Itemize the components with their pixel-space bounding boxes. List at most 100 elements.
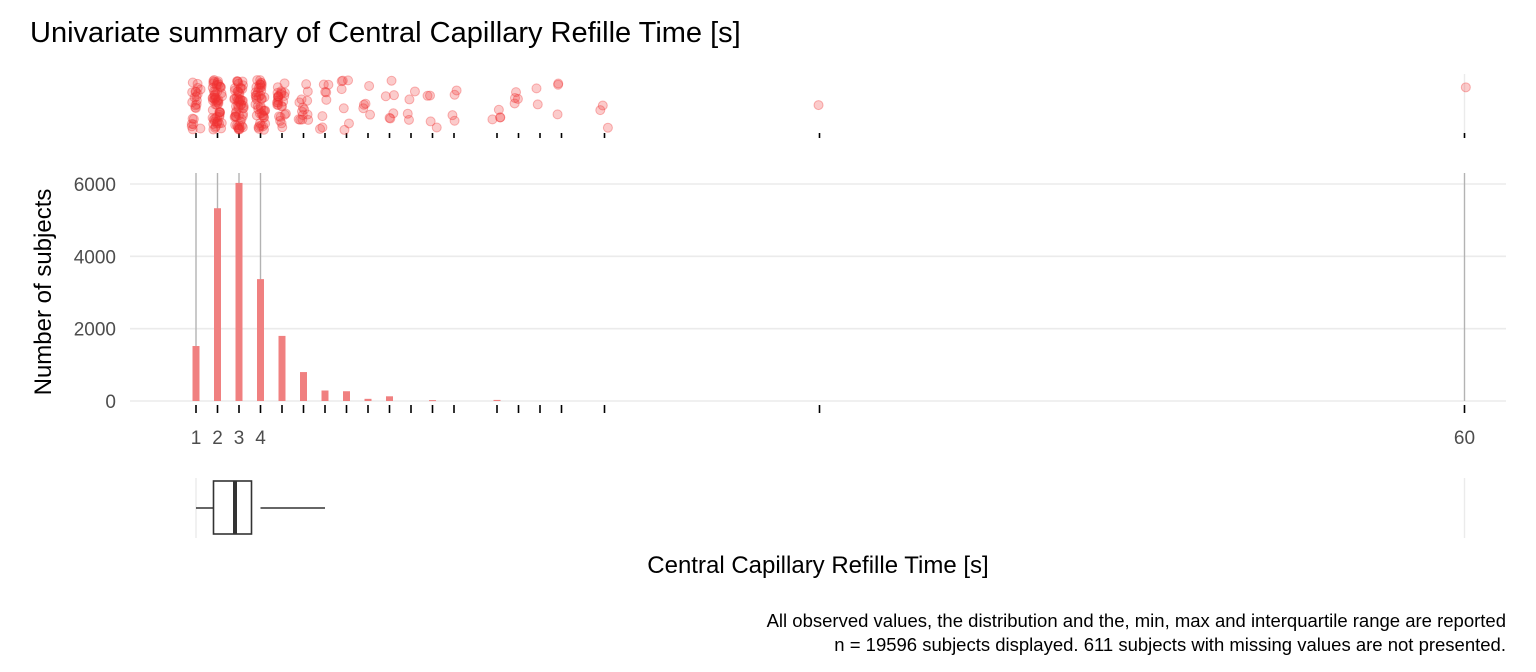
rug-point	[252, 87, 263, 98]
x-tick-label-3: 3	[234, 428, 245, 449]
rug-point	[250, 90, 261, 101]
rug-point	[207, 92, 218, 103]
boxplot-panel	[195, 478, 1466, 538]
rug-point	[317, 122, 328, 133]
rug-point	[207, 112, 218, 123]
rug-point	[216, 118, 227, 129]
rug-point	[237, 95, 248, 106]
rug-point	[229, 112, 240, 123]
rug-point	[272, 92, 283, 103]
rug-point	[234, 97, 245, 108]
rug-point	[409, 86, 420, 97]
rug-point	[235, 94, 246, 105]
rug-point	[258, 105, 269, 116]
rug-point	[272, 97, 283, 108]
caption-line-2: n = 19596 subjects displayed. 611 subjec…	[834, 634, 1506, 655]
rug-point	[317, 111, 328, 122]
rug-point	[190, 86, 201, 97]
bar-3	[235, 182, 243, 401]
rug-point	[231, 92, 242, 103]
rug-point	[273, 91, 284, 102]
rug-point	[231, 106, 242, 117]
rug-point	[232, 76, 243, 87]
rug-point	[232, 95, 243, 106]
rug-point	[255, 77, 266, 88]
rug-point	[231, 101, 242, 112]
rug-point	[238, 102, 249, 113]
bars	[192, 182, 501, 402]
rug-point	[276, 118, 287, 129]
rug-point	[216, 88, 227, 99]
rug-point	[191, 95, 202, 106]
rug-point	[213, 79, 224, 90]
rug-point	[254, 118, 265, 129]
rug-point	[251, 94, 262, 105]
rug-point	[365, 109, 376, 120]
rug-point	[320, 86, 331, 97]
rug-point	[208, 119, 219, 130]
bar-1	[192, 346, 200, 401]
rug-point	[237, 111, 248, 122]
rug-points-7	[315, 79, 334, 134]
rug-point	[215, 82, 226, 93]
rug-point	[208, 114, 219, 125]
rug-point	[235, 82, 246, 93]
rug-point	[208, 86, 219, 97]
rug-point	[232, 122, 243, 133]
rug-point	[208, 76, 219, 87]
rug-points-9	[358, 80, 376, 120]
rug-point	[235, 116, 246, 127]
rug-point	[276, 101, 287, 112]
rug-point	[279, 87, 290, 98]
rug-point	[343, 118, 354, 129]
rug-point	[255, 75, 266, 86]
x-axis-label: Central Capillary Refille Time [s]	[647, 552, 988, 579]
rug-point	[230, 107, 241, 118]
rug-points-60	[1460, 82, 1471, 93]
rug-point	[234, 124, 245, 135]
rug-point	[253, 123, 264, 134]
rug-point	[272, 99, 283, 110]
rug-point	[1460, 82, 1471, 93]
rug-point	[424, 90, 435, 101]
rug-point	[493, 104, 504, 115]
rug-point	[237, 122, 248, 133]
rug-point	[210, 99, 221, 110]
rug-point	[258, 124, 269, 135]
rug-point	[190, 86, 201, 97]
rug-point	[214, 109, 225, 120]
rug-points-2	[207, 75, 228, 135]
rug-point	[232, 86, 243, 97]
rug-point	[236, 114, 247, 125]
rug-point	[385, 113, 396, 124]
rug-point	[237, 95, 248, 106]
rug-point	[602, 122, 613, 133]
rug-point	[323, 79, 334, 90]
rug-point	[215, 81, 226, 92]
rug-point	[209, 90, 220, 101]
rug-point	[234, 120, 245, 131]
rug-point	[364, 80, 375, 91]
rug-point	[212, 96, 223, 107]
rug-point	[209, 75, 220, 86]
rug-point	[211, 116, 222, 127]
rug-point	[279, 78, 290, 89]
rug-point	[232, 76, 243, 87]
rug-point	[210, 122, 221, 133]
rug-point	[296, 106, 307, 117]
caption-line-1: All observed values, the distribution an…	[767, 610, 1506, 631]
rug-points-8	[336, 75, 354, 135]
rug-point	[339, 124, 350, 135]
bar-9	[364, 398, 372, 401]
rug-point	[214, 118, 225, 129]
rug-point	[255, 90, 266, 101]
rug-point	[214, 81, 225, 92]
rug-point	[255, 79, 266, 90]
rug-point	[272, 87, 283, 98]
rug-point	[254, 108, 265, 119]
rug-point	[187, 87, 198, 98]
rug-points-30	[813, 100, 824, 111]
rug-point	[208, 92, 219, 103]
rug-points-3	[229, 76, 249, 135]
rug-point	[302, 86, 313, 97]
